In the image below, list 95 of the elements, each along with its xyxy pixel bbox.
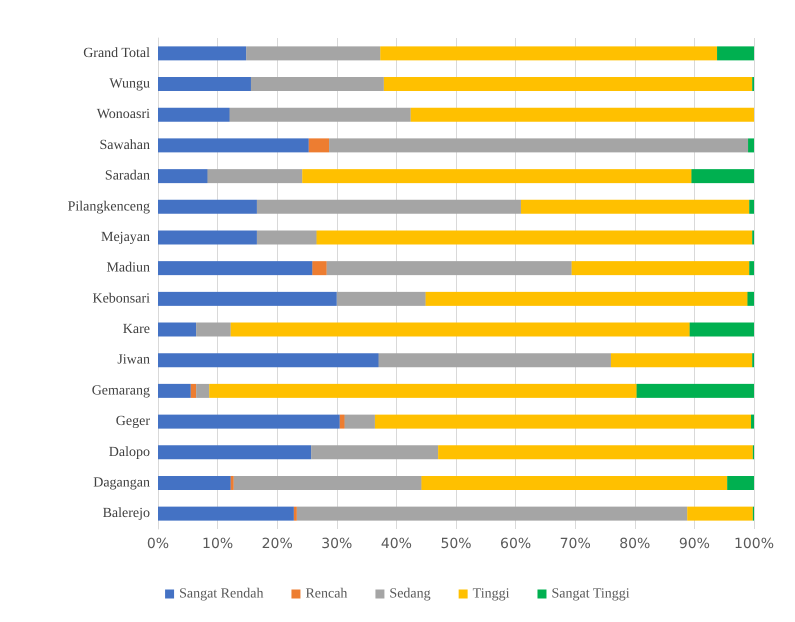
bar xyxy=(158,138,309,152)
bar xyxy=(426,292,748,306)
bar xyxy=(158,476,231,490)
bar xyxy=(690,322,754,337)
bar xyxy=(158,292,337,306)
x-tick-label: 100% xyxy=(734,536,774,552)
bar xyxy=(326,261,572,276)
bar xyxy=(636,384,754,398)
bar xyxy=(610,353,752,368)
bar xyxy=(751,414,754,429)
bar xyxy=(438,445,753,460)
bar xyxy=(308,138,330,152)
bar xyxy=(572,261,750,276)
y-tick-label: Pilangkenceng xyxy=(68,199,150,214)
bar xyxy=(316,230,752,244)
y-tick-label: Madiun xyxy=(106,260,150,276)
x-tick-label: 30% xyxy=(321,536,352,552)
bar xyxy=(717,46,754,60)
y-tick-label: Gemarang xyxy=(92,383,150,398)
bar xyxy=(329,138,748,152)
bar xyxy=(230,476,234,490)
bar xyxy=(747,292,754,306)
bar xyxy=(294,506,297,521)
bar xyxy=(691,169,754,184)
bar xyxy=(384,77,752,92)
y-tick-label: Balerejo xyxy=(102,506,150,522)
x-tick-label: 90% xyxy=(678,536,710,552)
y-tick-label: Dalopo xyxy=(108,444,150,460)
bar xyxy=(196,384,210,398)
bar xyxy=(158,230,257,244)
y-tick-label: Kebonsari xyxy=(92,291,150,306)
legend-label: Sangat Tinggi xyxy=(551,586,630,602)
bar xyxy=(374,414,752,429)
y-tick-label: Geger xyxy=(116,414,150,430)
y-tick-label: Mejayan xyxy=(101,230,150,245)
y-tick-label: Sawahan xyxy=(99,138,150,153)
bar xyxy=(158,46,246,60)
bar xyxy=(378,353,611,368)
bar xyxy=(158,445,312,460)
bar xyxy=(340,414,345,429)
y-tick-label: Saradan xyxy=(104,168,150,184)
y-tick-label: Kare xyxy=(122,322,150,338)
bar xyxy=(311,445,438,460)
bar xyxy=(727,476,754,490)
x-tick-label: 40% xyxy=(380,536,412,552)
bar xyxy=(158,261,312,276)
bar xyxy=(158,200,257,214)
y-tick-label: Wonoasri xyxy=(96,107,150,122)
bar xyxy=(230,108,411,122)
bar xyxy=(410,108,754,122)
bar xyxy=(250,77,384,92)
bar xyxy=(344,414,375,429)
bar xyxy=(302,169,692,184)
bar xyxy=(380,46,718,60)
bar xyxy=(312,261,327,276)
x-tick-label: 20% xyxy=(262,536,293,552)
bar xyxy=(196,322,231,337)
legend-label: Sangat Rendah xyxy=(179,586,264,602)
x-tick-label: 60% xyxy=(500,536,532,552)
bar xyxy=(207,169,302,184)
y-tick-label: Jiwan xyxy=(117,352,150,368)
bar xyxy=(158,108,230,122)
bar xyxy=(336,292,426,306)
bar xyxy=(748,138,754,152)
bar xyxy=(158,384,191,398)
bar xyxy=(230,322,690,337)
bar xyxy=(158,77,251,92)
bar xyxy=(421,476,728,490)
x-tick-label: 0% xyxy=(146,536,170,552)
x-tick-label: 80% xyxy=(619,536,650,552)
bar xyxy=(687,506,753,521)
bar xyxy=(190,384,196,398)
bar xyxy=(158,353,379,368)
bar xyxy=(749,261,754,276)
bar xyxy=(296,506,688,521)
y-tick-label: Grand Total xyxy=(83,46,150,61)
x-tick-label: 10% xyxy=(202,536,234,552)
bar xyxy=(246,46,380,60)
bar xyxy=(256,200,521,214)
bar xyxy=(158,169,208,184)
x-tick-label: 50% xyxy=(440,536,472,552)
legend-label: Sedang xyxy=(389,586,431,602)
legend-label: Rencah xyxy=(305,586,348,602)
bar xyxy=(158,322,196,337)
y-tick-label: Dagangan xyxy=(93,475,150,490)
legend-label: Tinggi xyxy=(472,586,510,602)
bar xyxy=(158,414,340,429)
bar xyxy=(256,230,317,244)
y-tick-label: Wungu xyxy=(109,76,150,92)
bar xyxy=(749,200,754,214)
bar xyxy=(520,200,750,214)
bar xyxy=(234,476,422,490)
bar xyxy=(209,384,637,398)
x-tick-label: 70% xyxy=(560,536,591,552)
bar xyxy=(158,506,294,521)
